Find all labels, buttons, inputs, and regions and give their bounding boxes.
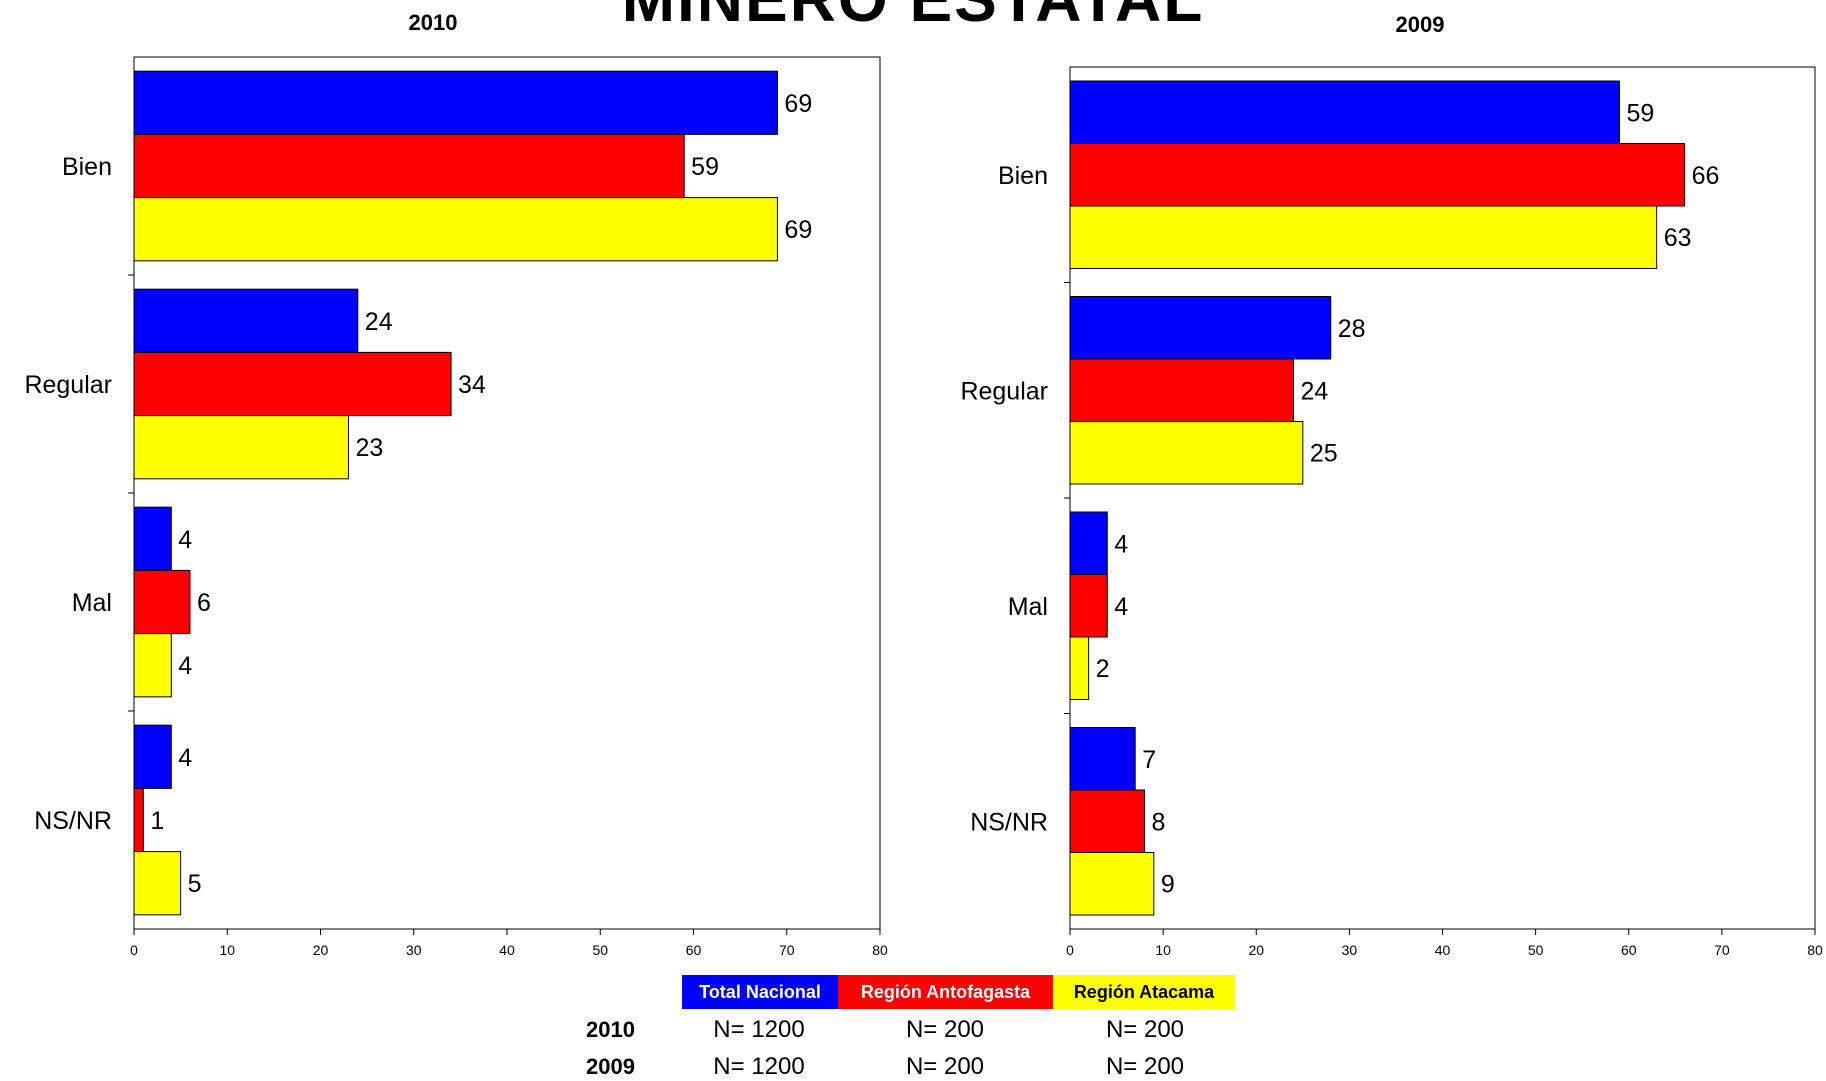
chart-2010-data-label-regular-region-atacama: 23 xyxy=(355,434,383,462)
chart-2009-bar-regular-region-antofagasta xyxy=(1069,358,1294,422)
chart-2009-x-tick-label-10: 10 xyxy=(1155,942,1171,958)
chart-2010-x-tick-label-70: 70 xyxy=(779,942,795,958)
chart-2010-bar-regular-region-atacama xyxy=(133,415,349,480)
chart-2009-data-label-bien-region-atacama: 63 xyxy=(1664,224,1692,252)
chart-2009-data-label-ns-nr-region-atacama: 9 xyxy=(1161,871,1175,899)
chart-2009-bar-bien-region-antofagasta xyxy=(1069,143,1686,207)
chart-2009-x-tick-label-0: 0 xyxy=(1066,942,1074,958)
chart-2009-category-label-mal: Mal xyxy=(1008,593,1048,621)
chart-2010-category-label-bien: Bien xyxy=(62,153,112,181)
chart-2010-data-label-mal-region-atacama: 4 xyxy=(178,652,192,680)
chart-2009-x-tick-label-50: 50 xyxy=(1528,942,1544,958)
chart-2009-title: 2009 xyxy=(1395,12,1445,37)
legend-total-nacional: Total Nacional xyxy=(682,975,838,1009)
chart-2010-bar-bien-region-antofagasta xyxy=(133,133,685,199)
chart-2010-data-label-bien-region-antofagasta: 59 xyxy=(691,153,719,181)
chart-2010-bar-regular-region-antofagasta xyxy=(133,351,452,417)
chart-2009-data-label-regular-total-nacional: 28 xyxy=(1338,315,1366,343)
chart-2010-x-tick-label-20: 20 xyxy=(313,942,329,958)
chart-2009-x-tick-label-30: 30 xyxy=(1342,942,1358,958)
chart-2010-x-tick-label-40: 40 xyxy=(499,942,515,958)
chart-2009-bar-bien-total-nacional xyxy=(1069,80,1620,145)
legend-region-atacama: Región Atacama xyxy=(1053,975,1235,1009)
chart-2009-data-label-bien-region-antofagasta: 66 xyxy=(1692,162,1720,190)
chart-2009-data-label-regular-region-atacama: 25 xyxy=(1310,440,1338,468)
chart-2010-bar-mal-total-nacional xyxy=(133,506,172,571)
chart-2010-data-label-mal-total-nacional: 4 xyxy=(178,526,192,554)
chart-2010-data-label-ns-nr-region-atacama: 5 xyxy=(188,870,202,898)
chart-2010-category-label-mal: Mal xyxy=(72,589,112,617)
chart-2010-bar-ns-nr-total-nacional xyxy=(133,724,172,789)
sample-year-2010: 2010 xyxy=(586,1017,635,1042)
chart-2009-bar-mal-total-nacional xyxy=(1069,511,1108,576)
chart-2009-x-tick-label-80: 80 xyxy=(1807,942,1823,958)
chart-2010-category-label-regular: Regular xyxy=(24,371,112,399)
chart-2009-bar-bien-region-atacama xyxy=(1069,205,1658,269)
chart-2009-bar-mal-region-antofagasta xyxy=(1069,574,1108,638)
chart-2009-category-label-ns-nr: NS/NR xyxy=(970,808,1048,836)
chart-2009-category-label-regular: Regular xyxy=(960,377,1048,405)
chart-2010-category-label-ns-nr: NS/NR xyxy=(34,807,112,835)
chart-2010-data-label-mal-region-antofagasta: 6 xyxy=(197,589,211,617)
chart-2009-data-label-mal-region-antofagasta: 4 xyxy=(1114,593,1128,621)
sample-2009-total: N= 1200 xyxy=(713,1053,805,1080)
chart-2010-data-label-regular-total-nacional: 24 xyxy=(365,308,393,336)
chart-2010-bar-mal-region-antofagasta xyxy=(133,569,191,635)
chart-2010-bar-bien-total-nacional xyxy=(133,70,778,135)
chart-2009-data-label-mal-region-atacama: 2 xyxy=(1096,655,1110,683)
chart-2009-data-label-mal-total-nacional: 4 xyxy=(1114,530,1128,558)
chart-2009-data-label-ns-nr-region-antofagasta: 8 xyxy=(1152,808,1166,836)
legend-region-antofagasta: Región Antofagasta xyxy=(838,975,1053,1009)
chart-2009: Bien 59 66 63 Regular 28 24 25 Mal 4 4 2 NS/NR 7 8 9 0 10… xyxy=(960,66,1823,958)
chart-2010-x-tick-label-50: 50 xyxy=(592,942,608,958)
chart-2009-x-tick-label-60: 60 xyxy=(1621,942,1637,958)
chart-2010-bar-regular-total-nacional xyxy=(133,288,359,353)
chart-2009-bar-regular-region-atacama xyxy=(1069,420,1304,485)
chart-2009-bar-ns-nr-region-atacama xyxy=(1069,851,1155,916)
chart-2009-x-tick-label-40: 40 xyxy=(1435,942,1451,958)
chart-2010-data-label-ns-nr-region-antofagasta: 1 xyxy=(150,807,164,835)
sample-2010-total: N= 1200 xyxy=(713,1016,805,1043)
page-title: MINERO ESTATAL xyxy=(0,0,1826,36)
chart-2009-data-label-regular-region-antofagasta: 24 xyxy=(1301,377,1329,405)
chart-2009-category-label-bien: Bien xyxy=(998,162,1048,190)
sample-2010-antofagasta: N= 200 xyxy=(905,1016,985,1043)
chart-2010-x-tick-label-80: 80 xyxy=(872,942,888,958)
chart-2010-data-label-bien-total-nacional: 69 xyxy=(784,90,812,118)
chart-2009-bar-ns-nr-region-antofagasta xyxy=(1069,789,1145,853)
chart-2010-bar-mal-region-atacama xyxy=(133,633,172,698)
chart-2009-x-tick-label-70: 70 xyxy=(1714,942,1730,958)
chart-2009-x-tick-label-20: 20 xyxy=(1248,942,1264,958)
chart-2009-data-label-bien-total-nacional: 59 xyxy=(1626,99,1654,127)
chart-2010-title: 2010 xyxy=(408,10,458,35)
chart-2010-data-label-bien-region-atacama: 69 xyxy=(784,216,812,244)
chart-2010-x-tick-label-10: 10 xyxy=(219,942,235,958)
chart-2010-x-tick-label-30: 30 xyxy=(406,942,422,958)
sample-2009-antofagasta: N= 200 xyxy=(905,1053,985,1080)
sample-2009-atacama: N= 200 xyxy=(1105,1053,1185,1080)
chart-2009-data-label-ns-nr-total-nacional: 7 xyxy=(1142,746,1156,774)
chart-2009-bar-ns-nr-total-nacional xyxy=(1069,727,1136,791)
chart-2010-x-tick-label-60: 60 xyxy=(686,942,702,958)
sample-2010-atacama: N= 200 xyxy=(1105,1016,1185,1043)
sample-year-2009: 2009 xyxy=(586,1054,635,1079)
chart-2010-data-label-ns-nr-total-nacional: 4 xyxy=(178,744,192,772)
chart-2010-data-label-regular-region-antofagasta: 34 xyxy=(458,371,486,399)
chart-2009-bar-regular-total-nacional xyxy=(1069,296,1332,360)
chart-2010-x-tick-label-0: 0 xyxy=(130,942,138,958)
chart-2010-bar-ns-nr-region-atacama xyxy=(133,851,182,916)
chart-2009-bar-mal-region-atacama xyxy=(1069,636,1090,700)
chart-2010-bar-bien-region-atacama xyxy=(133,197,778,262)
